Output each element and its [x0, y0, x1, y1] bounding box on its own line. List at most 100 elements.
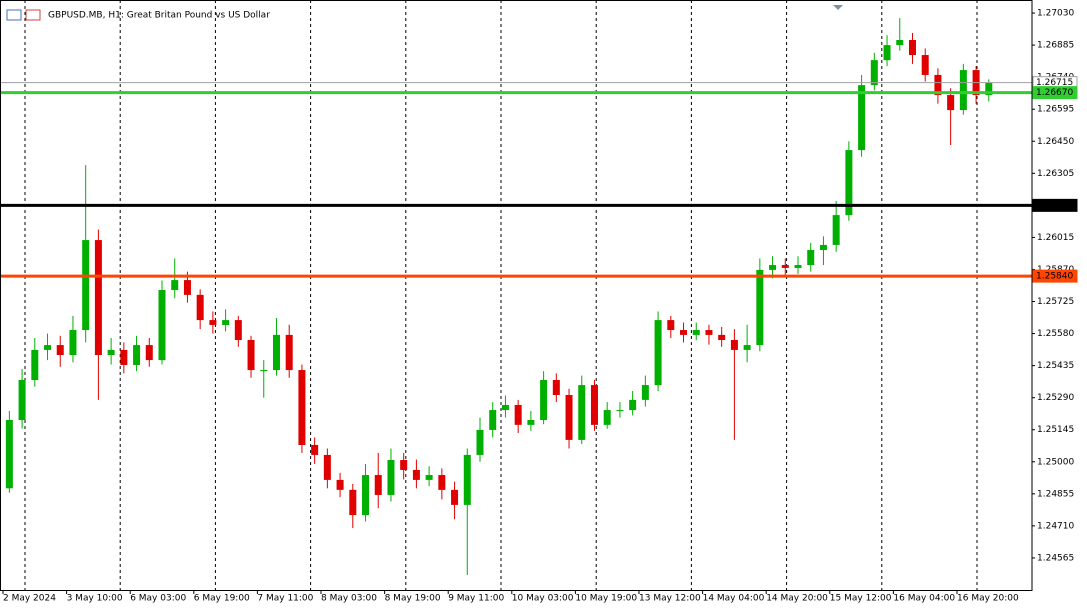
y-tick-label: 1.26305	[1037, 169, 1074, 179]
candle-body	[285, 334, 293, 371]
price-level-label: 1.26715	[1036, 78, 1073, 88]
plot-frame	[0, 0, 1033, 591]
candle-body	[947, 95, 955, 111]
candle-body	[107, 349, 115, 356]
candle-body	[56, 345, 64, 356]
candle-body	[985, 82, 993, 96]
x-tick-label: 16 May 20:00	[957, 594, 1019, 604]
candle-body	[489, 410, 497, 430]
icon	[25, 9, 41, 21]
candle-body	[5, 420, 13, 489]
candle-body	[756, 269, 764, 346]
y-tick-label: 1.24710	[1037, 521, 1074, 531]
candle-body	[425, 475, 433, 480]
x-tick-label: 9 May 11:00	[448, 594, 504, 604]
candle-body	[718, 334, 726, 340]
candle-body	[349, 489, 357, 516]
y-tick-label: 1.24565	[1037, 553, 1074, 563]
candle-body	[743, 345, 751, 350]
y-tick-label: 1.25580	[1037, 329, 1074, 339]
candle-body	[603, 410, 611, 425]
candle-body	[667, 320, 675, 331]
candle-body	[31, 349, 39, 380]
candle-body	[94, 240, 102, 356]
x-tick-label: 7 May 11:00	[257, 594, 313, 604]
candle-body	[451, 489, 459, 505]
x-tick-label: 2 May 2024	[3, 594, 56, 604]
candle-body	[272, 334, 280, 371]
candle-body	[654, 320, 662, 386]
y-tick-label: 1.26595	[1037, 105, 1074, 115]
candle-body	[323, 454, 331, 480]
candle-body	[336, 479, 344, 490]
candle-body	[362, 475, 370, 516]
candle-body	[819, 244, 827, 251]
candle-body	[171, 280, 179, 291]
candle-body	[921, 55, 929, 75]
candle-body	[807, 250, 815, 266]
candle-body	[769, 265, 777, 270]
x-tick-label: 13 May 12:00	[639, 594, 701, 604]
candle-body	[641, 385, 649, 400]
y-tick-label: 1.25725	[1037, 297, 1074, 307]
candle-body	[44, 345, 52, 350]
marker	[833, 5, 843, 10]
candle-body	[896, 40, 904, 46]
y-tick-label: 1.26885	[1037, 41, 1074, 51]
candle-body	[578, 385, 586, 440]
price-level-box	[1032, 86, 1078, 100]
candle-body	[832, 215, 840, 245]
candle-body	[934, 74, 942, 96]
candle-body	[692, 330, 700, 335]
x-tick-label: 10 May 19:00	[575, 594, 637, 604]
candle-body	[629, 399, 637, 411]
candle-body	[616, 410, 624, 412]
y-tick-label: 1.26015	[1037, 233, 1074, 243]
candle-body	[247, 339, 255, 371]
price-level-label: 1.26670	[1036, 88, 1073, 98]
candle-body	[222, 320, 230, 325]
y-tick-label: 1.25145	[1037, 425, 1074, 435]
y-tick-label: 1.25290	[1037, 393, 1074, 403]
candle-body	[794, 265, 802, 268]
y-tick-label: 1.27030	[1037, 9, 1074, 19]
candle-body	[260, 370, 268, 372]
candle-body	[412, 469, 420, 480]
x-tick-label: 3 May 10:00	[67, 594, 123, 604]
candle-body	[158, 290, 166, 361]
candle-body	[476, 429, 484, 455]
y-tick-label: 1.25435	[1037, 361, 1074, 371]
icon	[6, 9, 22, 21]
candle-body	[781, 265, 789, 268]
x-tick-label: 10 May 03:00	[512, 594, 574, 604]
x-tick-label: 8 May 03:00	[321, 594, 377, 604]
candle-body	[298, 370, 306, 445]
candle-body	[514, 404, 522, 425]
candle-body	[680, 330, 688, 335]
candle-body	[565, 395, 573, 440]
candle-body	[311, 444, 319, 455]
candle-body	[552, 379, 560, 396]
chart-title: GBPUSD.MB, H1: Great Britan Pound vs US …	[48, 11, 270, 21]
candle-body	[387, 460, 395, 495]
candle-body	[730, 339, 738, 350]
candle-body	[705, 330, 713, 335]
candle-body	[501, 404, 509, 411]
candle-body	[18, 379, 26, 421]
x-tick-label: 16 May 04:00	[893, 594, 955, 604]
x-tick-label: 14 May 04:00	[703, 594, 765, 604]
candle-body	[590, 385, 598, 425]
price-level-box	[1032, 269, 1078, 283]
candle-body	[196, 294, 204, 321]
y-tick-label: 1.25000	[1037, 457, 1074, 467]
candle-body	[82, 240, 90, 331]
price-level-label: 1.25840	[1036, 272, 1073, 282]
x-tick-label: 15 May 12:00	[830, 594, 892, 604]
candle-body	[959, 70, 967, 111]
price-level-box	[1032, 198, 1078, 212]
candle-body	[400, 460, 408, 470]
candle-body	[845, 150, 853, 216]
price-level-label: 1.26160	[1036, 201, 1073, 211]
candle-body	[527, 420, 535, 425]
